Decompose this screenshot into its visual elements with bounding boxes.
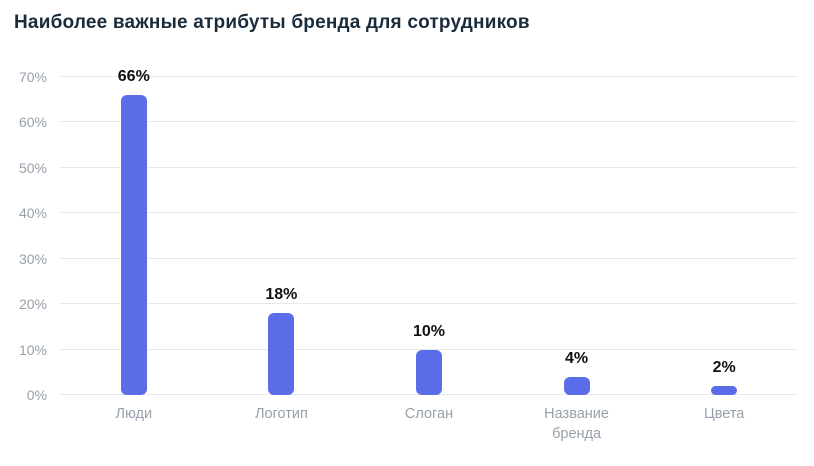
gridline <box>60 121 798 123</box>
x-axis-category-label-1: Логотип <box>254 406 308 422</box>
y-axis-tick-label: 20% <box>18 296 47 313</box>
bar-value-label: 18% <box>265 286 298 304</box>
y-axis-tick-label: 40% <box>18 205 47 222</box>
bar-0 <box>120 95 147 395</box>
y-axis-tick-label: 10% <box>18 341 47 358</box>
bar-value-label: 2% <box>712 358 736 376</box>
bar-value-label: 4% <box>565 349 589 367</box>
chart-title: Наиболее важные атрибуты бренда для сотр… <box>14 12 530 33</box>
gridline <box>60 303 798 305</box>
plot-area: 0% 10% 20% 30% 40% 50% 60% 70% 66% 18% 10% 4% 2% <box>19 68 798 402</box>
bar-3 <box>563 376 590 395</box>
y-axis-tick-label: 60% <box>18 114 47 131</box>
y-axis-tick-label: 50% <box>18 159 47 176</box>
gridline <box>60 76 798 77</box>
x-axis-labels: Люди Логотип Слоган Название бренда Цвета <box>60 405 798 444</box>
x-axis-category-label-4: Цвета <box>703 406 745 422</box>
y-axis-tick-label: 70% <box>18 69 47 85</box>
bar-value-label: 10% <box>412 322 446 340</box>
gridline <box>60 166 798 168</box>
gridline <box>60 212 798 214</box>
x-axis-category-label-0: Люди <box>115 406 153 422</box>
bar-1 <box>268 313 295 395</box>
x-axis-category-label-2: Слоган <box>404 406 454 422</box>
y-axis-tick-label: 30% <box>18 250 47 267</box>
x-axis-category-label-3: Название бренда <box>544 406 609 442</box>
gridline <box>60 257 798 259</box>
bar-2 <box>416 349 442 395</box>
bar-4 <box>711 385 738 395</box>
bar-value-label: 66% <box>117 68 150 86</box>
y-axis-tick-label: 0% <box>26 387 47 403</box>
gridline <box>60 348 798 350</box>
